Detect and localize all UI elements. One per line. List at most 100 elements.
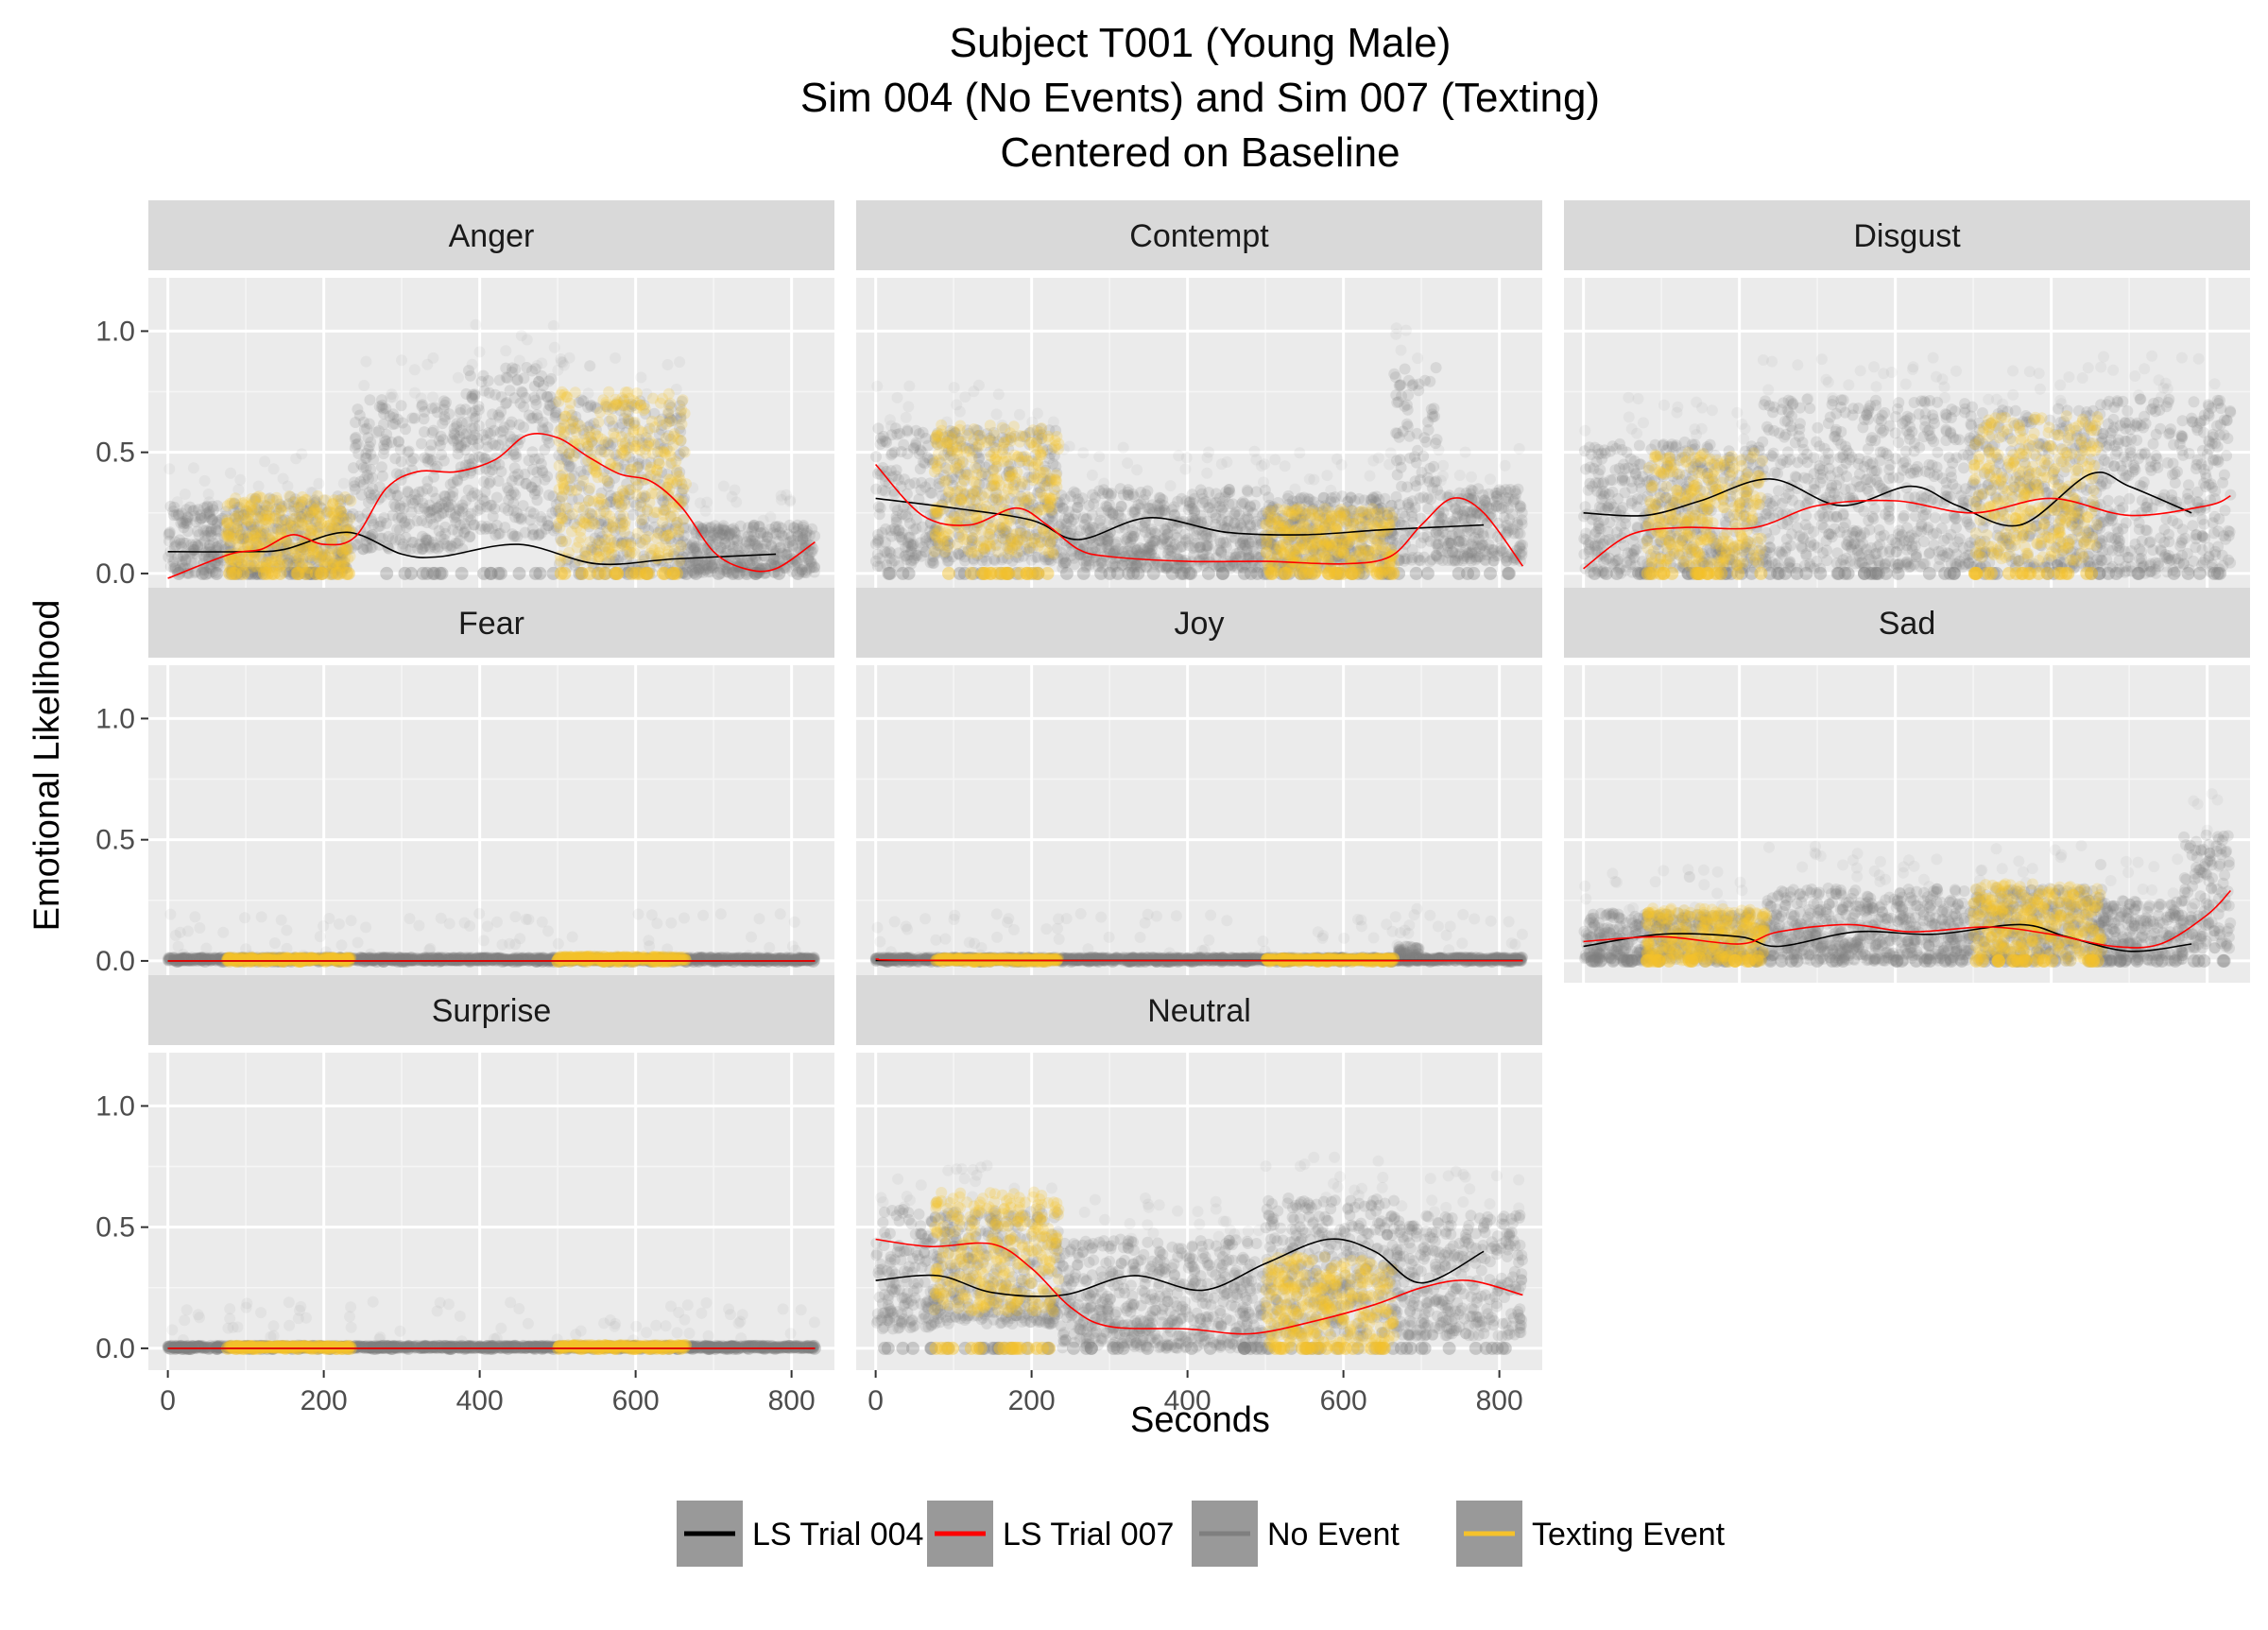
texting-event-point [646, 448, 659, 459]
no-event-point [1143, 503, 1156, 515]
texting-event-point [651, 465, 663, 477]
no-event-point [418, 542, 429, 555]
no-event-point [228, 526, 240, 539]
no-event-point [738, 543, 750, 556]
no-event-point [595, 518, 608, 530]
no-event-point [229, 498, 240, 510]
no-event-point [430, 511, 442, 523]
no-event-point [598, 446, 610, 458]
no-event-point [466, 457, 478, 470]
no-event-point [204, 562, 216, 575]
no-event-point [484, 475, 496, 488]
no-event-point [696, 523, 709, 535]
texting-event-point [307, 506, 319, 519]
no-event-point [469, 388, 481, 401]
no-event-point [416, 486, 428, 498]
no-event-point [233, 561, 246, 574]
no-event-point [395, 400, 407, 412]
texting-event-point [567, 415, 579, 427]
no-event-point [663, 399, 676, 411]
no-event-point [705, 526, 717, 538]
no-event-point [445, 499, 457, 511]
no-event-point [413, 503, 425, 515]
no-event-point [300, 543, 312, 556]
no-event-point [709, 539, 721, 551]
no-event-point [614, 517, 627, 529]
no-event-point [169, 540, 180, 553]
texting-event-point [324, 504, 336, 516]
texting-event-point [254, 531, 266, 542]
no-event-point [452, 538, 464, 549]
no-event-point [723, 559, 735, 572]
no-event-point [225, 530, 237, 542]
no-event-point [390, 468, 403, 480]
no-event-point [1488, 550, 1501, 562]
no-event-point [457, 470, 470, 481]
texting-event-point [600, 399, 612, 411]
no-event-point [889, 501, 902, 513]
no-event-point [502, 482, 513, 494]
no-event-point [434, 540, 446, 553]
no-event-point [753, 521, 765, 532]
no-event-point [1166, 520, 1178, 532]
no-event-point [407, 453, 420, 465]
no-event-point [324, 538, 336, 550]
no-event-point [452, 525, 464, 538]
no-event-point [466, 392, 478, 404]
no-event-point [290, 552, 302, 564]
texting-event-point [676, 418, 688, 430]
no-event-point [1425, 493, 1437, 506]
no-event-point [636, 518, 648, 530]
no-event-point [1228, 558, 1241, 569]
no-event-point [296, 448, 308, 460]
no-event-point [192, 525, 204, 538]
no-event-point [360, 535, 372, 546]
no-event-point [639, 522, 651, 534]
no-event-point [468, 487, 480, 499]
texting-event-point [988, 447, 1000, 459]
no-event-point [661, 521, 673, 533]
no-event-point [797, 532, 809, 544]
texting-event-point [314, 511, 326, 523]
no-event-point [576, 480, 588, 492]
texting-event-point [221, 530, 233, 542]
no-event-point [304, 565, 317, 577]
no-event-point [318, 494, 330, 506]
no-event-point [524, 514, 537, 526]
texting-event-point [1005, 427, 1016, 439]
no-event-point [429, 402, 441, 414]
no-event-point [290, 453, 302, 465]
no-event-point [363, 487, 375, 499]
no-event-point [634, 395, 646, 407]
no-event-point [676, 487, 688, 499]
no-event-point [781, 489, 792, 501]
no-event-point [333, 522, 344, 534]
no-event-point [1335, 458, 1348, 471]
no-event-point [747, 521, 759, 533]
no-event-point [310, 541, 321, 554]
texting-event-point [303, 507, 316, 520]
no-event-point [237, 563, 249, 575]
no-event-point [718, 533, 730, 545]
no-event-point [701, 559, 713, 572]
texting-event-point [335, 506, 348, 518]
no-event-point [757, 526, 769, 539]
no-event-point [255, 510, 267, 523]
no-event-point [752, 566, 765, 578]
texting-event-point [289, 496, 301, 508]
texting-event-point [260, 505, 272, 517]
no-event-point [568, 470, 580, 482]
texting-event-point [677, 394, 689, 406]
no-event-point [285, 505, 298, 517]
no-event-point [303, 566, 318, 580]
no-event-point [257, 505, 269, 517]
no-event-point [295, 545, 307, 558]
no-event-point [465, 514, 477, 526]
no-event-point [237, 566, 249, 578]
no-event-point [439, 490, 452, 503]
no-event-point [263, 549, 275, 561]
no-event-point [780, 548, 792, 560]
texting-event-point [341, 542, 353, 555]
texting-event-point [232, 562, 245, 575]
texting-event-point [1013, 566, 1027, 580]
